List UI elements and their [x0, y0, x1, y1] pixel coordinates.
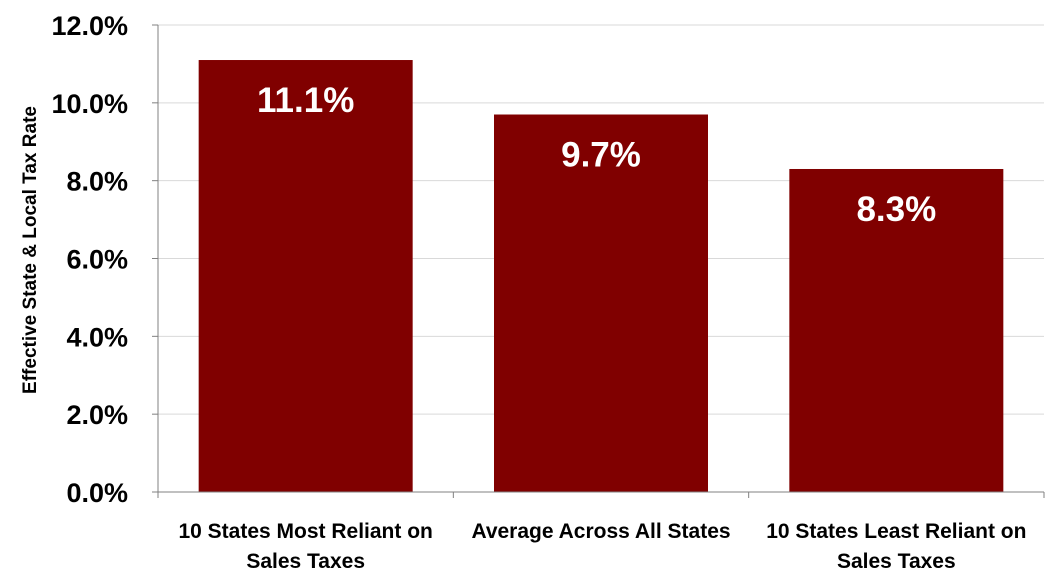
bar: [494, 114, 708, 492]
y-tick-label: 4.0%: [66, 322, 128, 352]
bars: [198, 60, 1004, 493]
x-tick-label-line: 10 States Least Reliant on: [766, 520, 1026, 543]
y-tick-label: 0.0%: [66, 478, 128, 508]
y-tick-label: 12.0%: [51, 11, 128, 41]
y-tick-labels: 0.0% 2.0% 4.0% 6.0% 8.0% 10.0% 12.0%: [51, 11, 128, 508]
axes: [152, 24, 1045, 498]
bar: [198, 60, 413, 493]
data-labels: 11.1% 9.7% 8.3%: [257, 81, 936, 229]
y-tick-label: 6.0%: [66, 245, 128, 275]
y-tick-label: 8.0%: [66, 167, 128, 197]
x-tick-label-line: Sales Taxes: [246, 550, 365, 573]
x-tick-label: Average Across All States: [471, 520, 730, 543]
x-tick-label: 10 States Least Reliant on Sales Taxes: [766, 520, 1026, 573]
data-label: 9.7%: [561, 136, 641, 175]
category-labels: 10 States Most Reliant on Sales Taxes Aver…: [178, 520, 1026, 573]
data-label: 8.3%: [856, 190, 936, 229]
x-tick-label-line: 10 States Most Reliant on: [178, 520, 432, 543]
x-tick-label: 10 States Most Reliant on Sales Taxes: [178, 520, 432, 573]
x-tick-label-line: Sales Taxes: [837, 550, 956, 573]
bar: [789, 168, 1004, 492]
x-tick-label-line: Average Across All States: [471, 520, 730, 543]
data-label: 11.1%: [257, 81, 354, 120]
y-tick-label: 10.0%: [51, 89, 128, 119]
y-axis-title: Effective State & Local Tax Rate: [20, 106, 41, 394]
y-tick-label: 2.0%: [66, 400, 128, 430]
